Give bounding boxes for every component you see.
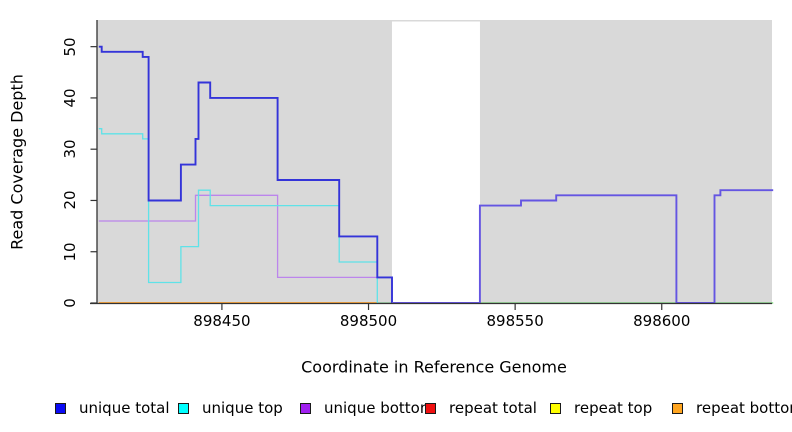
unique-top-swatch-icon [178,402,189,414]
y-axis-title: Read Coverage Depth [7,74,27,250]
x-tick-label: 898600 [633,312,691,330]
y-tick-label: 10 [61,242,79,262]
y-tick-label: 40 [61,88,79,108]
legend-label: unique bottom [324,399,435,417]
masked-region [391,21,480,303]
legend-item-unique-total: unique total [55,399,170,417]
legend-label: repeat total [449,399,537,417]
series-unique-top-line [98,128,392,304]
repeat-total-swatch-icon [425,402,436,414]
y-tick-label: 50 [61,37,79,57]
legend: unique total unique top unique bottom re… [0,399,792,419]
legend-label: repeat bottom [696,399,792,417]
y-tick-label: 0 [61,298,79,308]
x-tick-label: 898550 [486,312,544,330]
unique-total-swatch-icon [55,402,66,414]
legend-label: repeat top [574,399,653,417]
x-axis-title: Coordinate in Reference Genome [301,357,567,377]
repeat-top-swatch-icon [550,402,561,414]
legend-label: unique total [79,399,170,417]
legend-item-unique-bottom: unique bottom [300,399,434,417]
legend-item-unique-top: unique top [178,399,283,417]
x-tick-label: 898500 [339,312,398,330]
x-tick-label: 898450 [193,312,251,330]
y-tick-label: 20 [61,190,79,210]
legend-item-repeat-top: repeat top [550,399,652,417]
unique-bottom-swatch-icon [300,402,311,414]
series-unique-total-line-right [392,189,774,304]
legend-label: unique top [202,399,283,417]
y-tick-label: 30 [61,139,79,159]
series-unique-total-line-left [98,45,393,303]
legend-item-repeat-bottom: repeat bottom [672,399,792,417]
legend-item-repeat-total: repeat total [425,399,537,417]
repeat-bottom-swatch-icon [672,402,683,414]
